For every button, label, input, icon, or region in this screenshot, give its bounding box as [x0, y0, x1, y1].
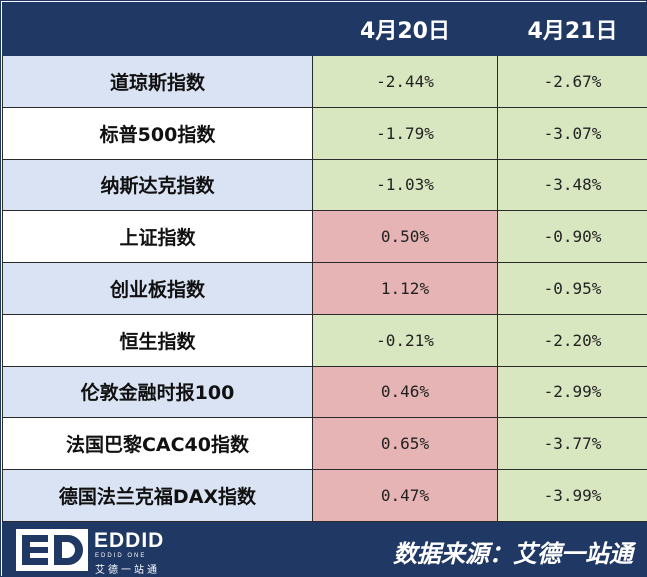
change-cell-date-1: 1.12%	[312, 262, 498, 315]
table-body: 道琼斯指数 -2.44% -2.67% 标普500指数 -1.79% -3.07% 纳斯达克…	[2, 55, 647, 522]
table-row: 上证指数 0.50% -0.90%	[2, 210, 647, 264]
table-row: 纳斯达克指数 -1.03% -3.48%	[2, 158, 647, 212]
table-row: 伦敦金融时报100 0.46% -2.99%	[2, 365, 647, 419]
index-name-cell: 创业板指数	[2, 262, 313, 315]
change-cell-date-2: -2.20%	[497, 313, 647, 367]
index-name-cell: 道琼斯指数	[2, 55, 313, 108]
change-cell-date-1: 0.47%	[312, 469, 498, 522]
change-cell-date-2: -0.95%	[497, 262, 647, 315]
table-row: 德国法兰克福DAX指数 0.47% -3.99%	[2, 469, 647, 522]
table-row: 恒生指数 -0.21% -2.20%	[2, 313, 647, 367]
change-cell-date-2: -3.48%	[497, 158, 647, 212]
table-row: 法国巴黎CAC40指数 0.65% -3.77%	[2, 417, 647, 471]
change-cell-date-2: -2.67%	[497, 55, 647, 108]
eddid-logo-icon	[16, 529, 88, 571]
change-cell-date-1: -1.03%	[312, 158, 498, 212]
change-cell-date-1: -0.21%	[312, 313, 498, 367]
footer-bar: EDDID EDDID ONE 艾德一站通 数据来源：艾德一站通	[2, 522, 647, 577]
logo-chinese-text: 艾德一站通	[95, 565, 160, 576]
index-change-table: 4月20日 4月21日 道琼斯指数 -2.44% -2.67% 标普500指数 -1.7…	[2, 2, 647, 522]
change-cell-date-1: -2.44%	[312, 55, 498, 108]
header-corner	[2, 2, 313, 56]
index-name-cell: 德国法兰克福DAX指数	[2, 469, 313, 522]
index-name-cell: 上证指数	[2, 210, 313, 264]
index-name-cell: 恒生指数	[2, 313, 313, 367]
change-cell-date-2: -3.77%	[497, 417, 647, 471]
table-row: 标普500指数 -1.79% -3.07%	[2, 106, 647, 160]
header-row: 4月20日 4月21日	[2, 2, 647, 56]
change-cell-date-1: 0.65%	[312, 417, 498, 471]
table-row: 创业板指数 1.12% -0.95%	[2, 262, 647, 315]
change-cell-date-1: -1.79%	[312, 106, 498, 160]
change-cell-date-2: -2.99%	[497, 365, 647, 419]
index-name-cell: 伦敦金融时报100	[2, 365, 313, 419]
change-cell-date-1: 0.50%	[312, 210, 498, 264]
index-name-cell: 法国巴黎CAC40指数	[2, 417, 313, 471]
change-cell-date-2: -3.07%	[497, 106, 647, 160]
change-cell-date-2: -3.99%	[497, 469, 647, 522]
change-cell-date-1: 0.46%	[312, 365, 498, 419]
data-source-label: 数据来源：艾德一站通	[393, 540, 633, 568]
index-name-cell: 纳斯达克指数	[2, 158, 313, 212]
header-date-1: 4月20日	[312, 2, 498, 56]
eddid-logo: EDDID EDDID ONE 艾德一站通	[16, 527, 196, 576]
logo-text: EDDID	[94, 529, 165, 552]
logo-subtext: EDDID ONE	[95, 553, 147, 559]
index-name-cell: 标普500指数	[2, 106, 313, 160]
change-cell-date-2: -0.90%	[497, 210, 647, 264]
table-row: 道琼斯指数 -2.44% -2.67%	[2, 55, 647, 108]
header-date-2: 4月21日	[497, 2, 647, 56]
